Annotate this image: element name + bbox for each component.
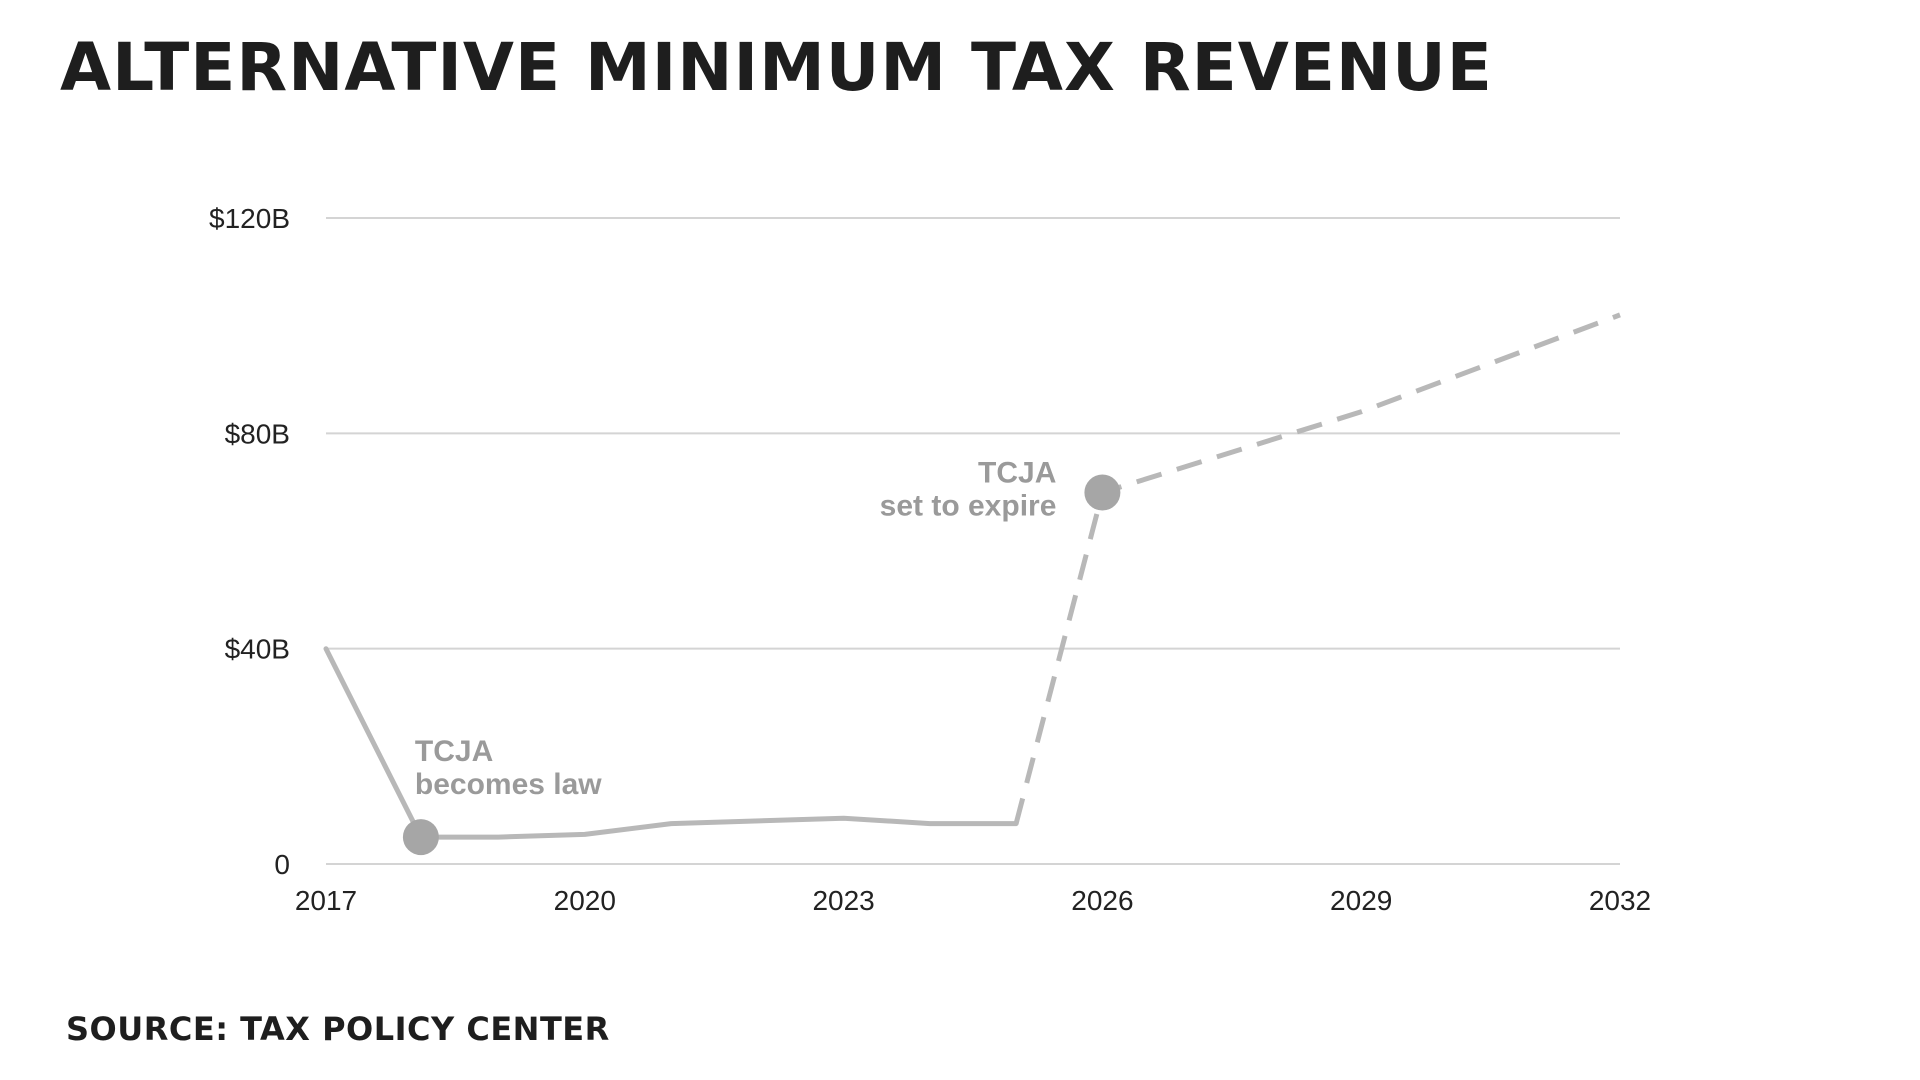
y-tick-label-0: 0 (274, 849, 290, 880)
series-line-dashed (1013, 312, 1621, 825)
point-marker-1 (1084, 474, 1121, 511)
source-note: SOURCE: TAX POLICY CENTER (66, 1010, 610, 1048)
axis-labels: 0 $40B $80B $120B 2017 2020 2023 2026 2029 2032 (209, 203, 1651, 916)
y-tick-label-1: $40B (225, 634, 290, 665)
annotation-0-line-0: TCJA (415, 735, 493, 768)
annotation-1-line-1: set to expire (880, 490, 1057, 523)
point-markers (402, 474, 1121, 856)
point-marker-0 (402, 819, 439, 856)
x-tick-label-1: 2020 (554, 885, 616, 916)
x-tick-label-5: 2032 (1589, 885, 1651, 916)
series-lines (323, 312, 1621, 840)
gridlines (326, 217, 1620, 865)
y-tick-label-2: $80B (225, 418, 290, 449)
y-tick-label-3: $120B (209, 203, 290, 234)
x-tick-label-0: 2017 (295, 885, 357, 916)
annotation-1-line-0: TCJA (978, 457, 1056, 490)
x-tick-label-3: 2026 (1071, 885, 1133, 916)
x-tick-label-4: 2029 (1330, 885, 1392, 916)
x-tick-label-2: 2023 (812, 885, 874, 916)
chart-title: ALTERNATIVE MINIMUM TAX REVENUE (60, 29, 1493, 106)
annotation-0-line-1: becomes law (415, 768, 602, 801)
